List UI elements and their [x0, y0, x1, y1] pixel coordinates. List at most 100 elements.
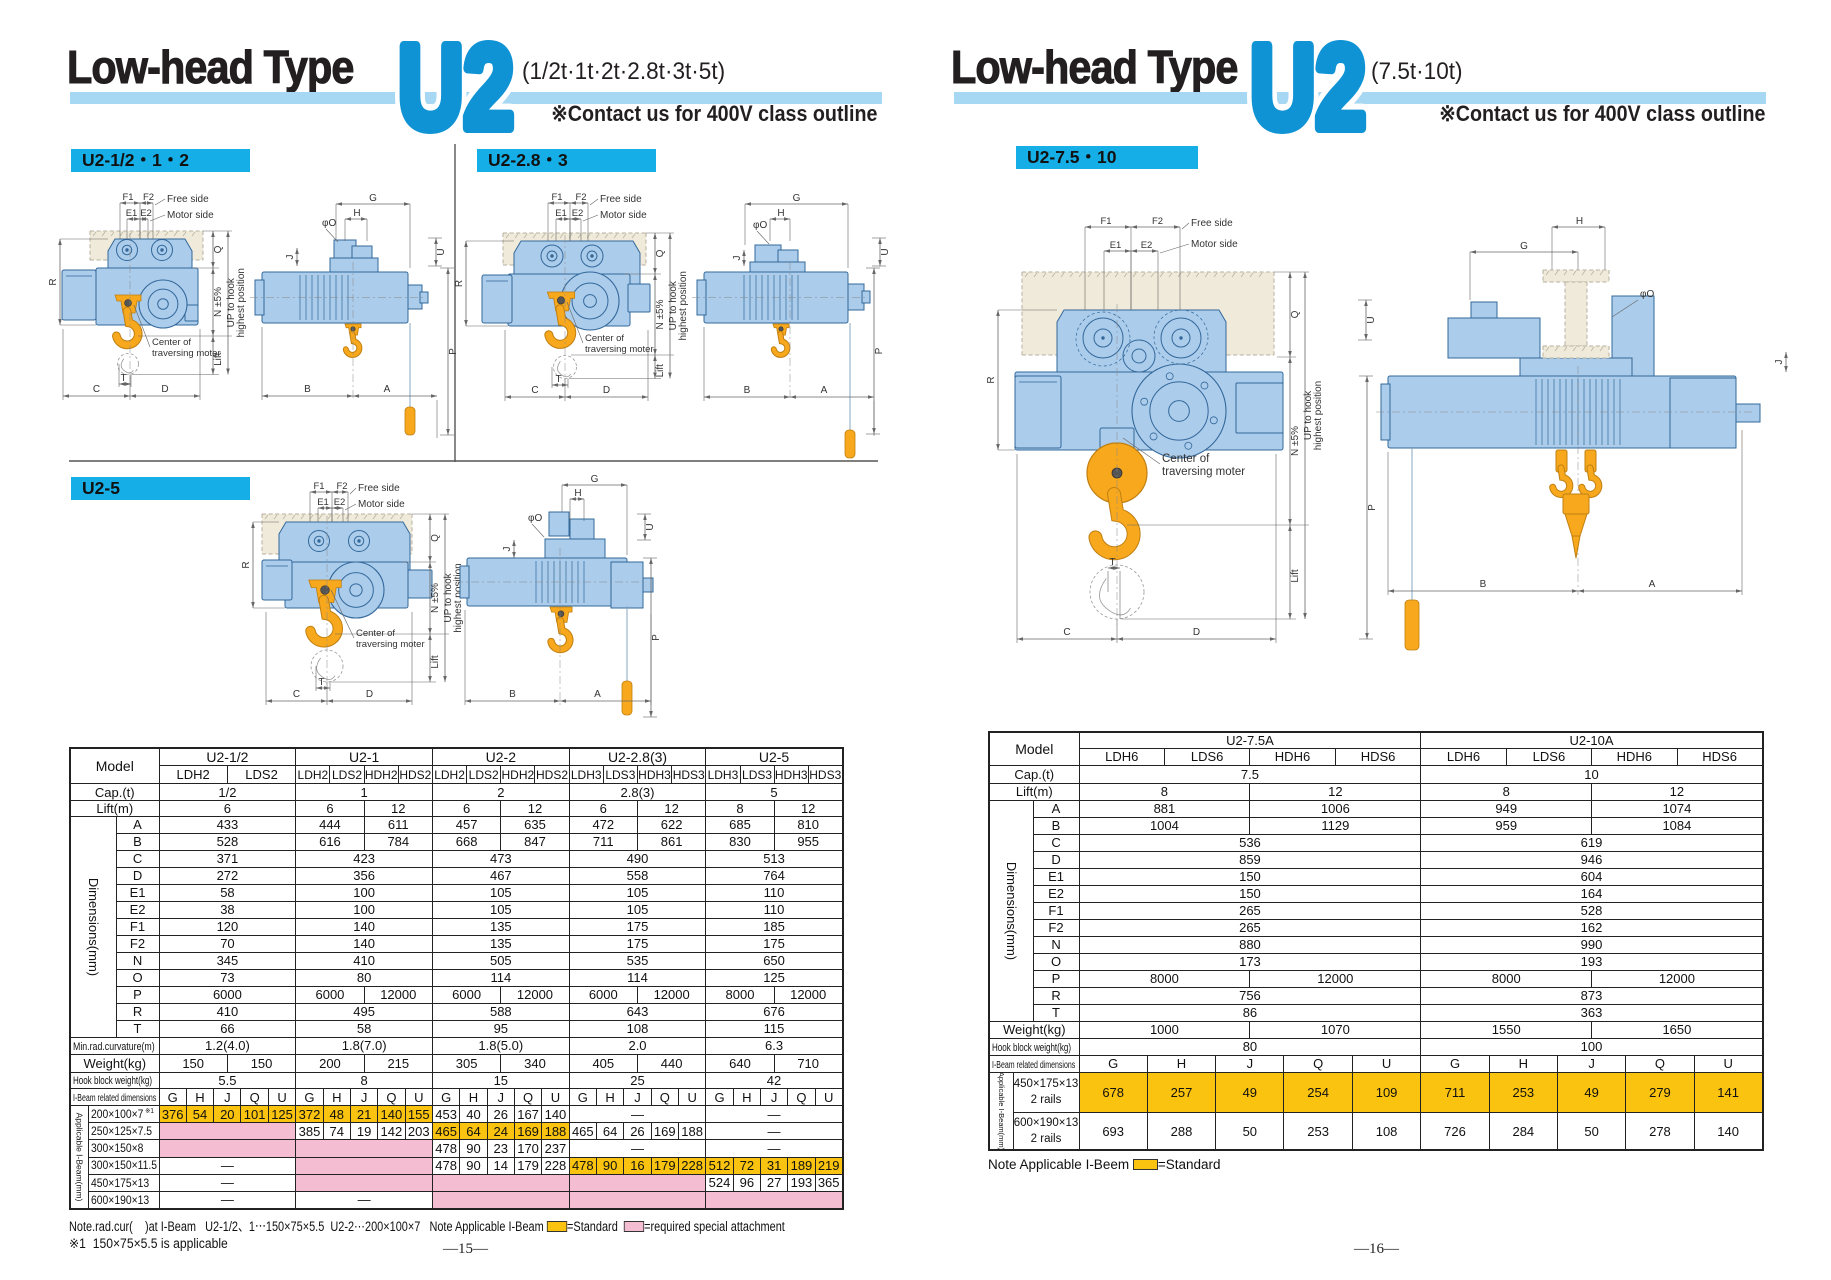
svg-text:H: H: [353, 208, 360, 219]
svg-text:F2: F2: [575, 192, 586, 203]
svg-text:F1: F1: [313, 481, 324, 492]
svg-text:E2: E2: [334, 497, 346, 508]
svg-text:P: P: [448, 348, 459, 355]
svg-text:E2: E2: [572, 208, 584, 219]
svg-text:φO: φO: [753, 220, 767, 231]
svg-text:J: J: [285, 255, 296, 260]
svg-text:P: P: [1367, 504, 1378, 511]
svg-text:B: B: [509, 689, 516, 700]
svg-text:D: D: [161, 384, 168, 395]
svg-text:R: R: [986, 376, 997, 383]
svg-text:H: H: [777, 208, 784, 219]
svg-text:N ±5%: N ±5%: [430, 583, 441, 613]
svg-text:Motor side: Motor side: [167, 210, 214, 221]
svg-text:F1: F1: [551, 192, 562, 203]
svg-text:F2: F2: [336, 481, 347, 492]
svg-text:T: T: [120, 373, 126, 384]
svg-text:J: J: [502, 547, 513, 552]
svg-text:H: H: [574, 488, 581, 499]
svg-text:C: C: [1063, 627, 1070, 638]
svg-text:J: J: [732, 256, 743, 261]
svg-text:N ±5%: N ±5%: [655, 299, 666, 329]
svg-text:traversing moter: traversing moter: [356, 639, 425, 650]
svg-text:N ±5%: N ±5%: [1290, 426, 1301, 456]
svg-text:G: G: [591, 474, 599, 485]
svg-text:Free side: Free side: [1191, 218, 1233, 229]
svg-text:C: C: [93, 384, 100, 395]
svg-text:A: A: [594, 689, 601, 700]
svg-text:Free side: Free side: [600, 194, 642, 205]
svg-text:UP to hook: UP to hook: [226, 277, 237, 327]
svg-text:Motor side: Motor side: [1191, 239, 1238, 250]
svg-text:T: T: [1109, 557, 1115, 568]
svg-text:Center of: Center of: [1162, 453, 1210, 465]
svg-text:highest position: highest position: [453, 563, 464, 633]
svg-text:Center of: Center of: [585, 333, 624, 344]
svg-text:E1: E1: [317, 497, 329, 508]
svg-text:U2: U2: [398, 28, 514, 154]
svg-text:φO: φO: [1640, 289, 1654, 300]
svg-text:UP to hook: UP to hook: [668, 280, 679, 330]
svg-text:B: B: [1480, 579, 1487, 590]
svg-text:E1: E1: [555, 208, 567, 219]
svg-text:T: T: [318, 677, 324, 688]
svg-text:Center of: Center of: [152, 337, 191, 348]
svg-text:Free side: Free side: [358, 483, 400, 494]
svg-text:φO: φO: [528, 513, 542, 524]
svg-text:Motor side: Motor side: [600, 210, 647, 221]
svg-text:traversing moter: traversing moter: [152, 348, 221, 359]
svg-text:U2: U2: [398, 28, 514, 154]
svg-text:highest position: highest position: [1313, 381, 1324, 451]
svg-text:φO: φO: [322, 218, 336, 229]
svg-text:highest position: highest position: [678, 271, 689, 341]
svg-text:C: C: [293, 689, 300, 700]
svg-text:F2: F2: [1152, 216, 1163, 227]
svg-text:Q: Q: [1290, 310, 1301, 318]
svg-text:E2: E2: [1141, 240, 1153, 251]
svg-text:H: H: [1576, 216, 1583, 227]
svg-text:UP to hook: UP to hook: [1303, 390, 1314, 440]
svg-text:G: G: [369, 193, 377, 204]
svg-text:B: B: [304, 384, 311, 395]
svg-text:F1: F1: [122, 192, 133, 203]
svg-text:G: G: [1520, 241, 1528, 252]
svg-text:D: D: [1193, 627, 1200, 638]
svg-text:G: G: [793, 193, 801, 204]
svg-text:T: T: [555, 374, 561, 385]
svg-text:highest position: highest position: [236, 268, 247, 338]
svg-text:P: P: [651, 634, 662, 641]
svg-text:F1: F1: [1100, 216, 1111, 227]
svg-text:P: P: [874, 347, 885, 354]
svg-text:UP to hook: UP to hook: [443, 572, 454, 622]
svg-text:R: R: [241, 561, 252, 568]
svg-text:Lift: Lift: [1290, 569, 1301, 583]
svg-text:U: U: [1366, 316, 1377, 323]
svg-text:Q: Q: [655, 249, 666, 257]
svg-text:F2: F2: [143, 192, 154, 203]
svg-text:B: B: [744, 385, 751, 396]
svg-text:R: R: [48, 278, 59, 285]
svg-text:E1: E1: [126, 208, 138, 219]
svg-text:C: C: [531, 385, 538, 396]
svg-text:Lift: Lift: [655, 364, 666, 378]
svg-text:D: D: [366, 689, 373, 700]
svg-text:A: A: [821, 385, 828, 396]
svg-text:D: D: [603, 385, 610, 396]
svg-text:U: U: [880, 248, 891, 255]
svg-text:U: U: [645, 523, 656, 530]
svg-text:Q: Q: [430, 534, 441, 542]
svg-text:Lift: Lift: [430, 655, 441, 669]
svg-text:U2: U2: [1250, 28, 1366, 154]
svg-text:A: A: [1649, 579, 1656, 590]
svg-text:N ±5%: N ±5%: [213, 287, 224, 317]
svg-text:Motor side: Motor side: [358, 499, 405, 510]
svg-text:Q: Q: [213, 245, 224, 253]
svg-text:E2: E2: [140, 208, 152, 219]
svg-text:Lift: Lift: [213, 352, 224, 366]
svg-text:traversing moter: traversing moter: [1162, 466, 1245, 478]
svg-text:Center of: Center of: [356, 628, 395, 639]
svg-text:U: U: [436, 248, 447, 255]
svg-text:U2: U2: [1250, 28, 1366, 154]
svg-text:traversing moter: traversing moter: [585, 344, 654, 355]
svg-text:J: J: [1774, 360, 1785, 365]
